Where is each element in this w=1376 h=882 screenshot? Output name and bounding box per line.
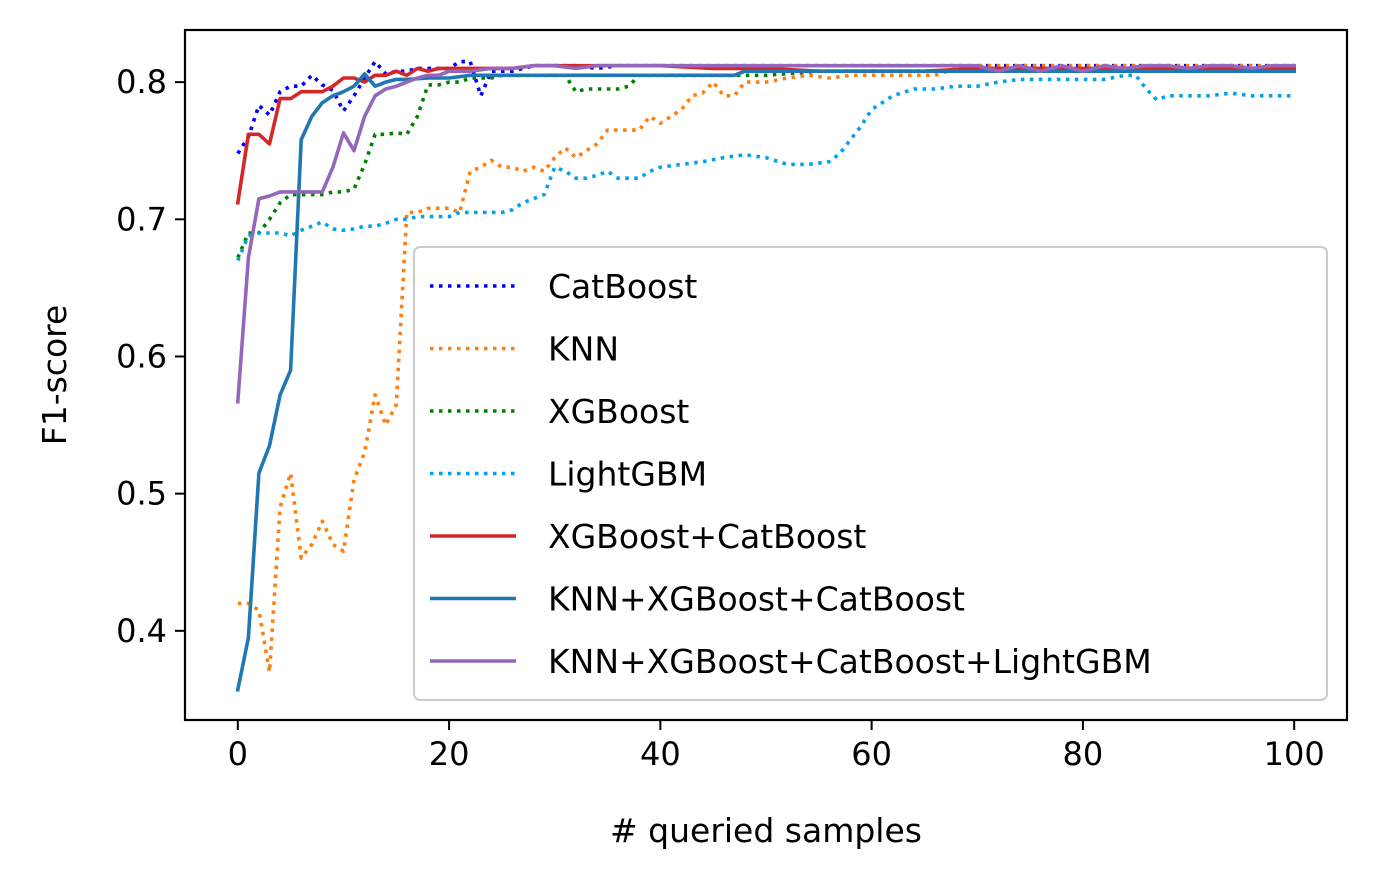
- x-tick-label: 40: [640, 735, 681, 773]
- y-axis-label: F1-score: [35, 305, 74, 446]
- y-tick-label: 0.5: [116, 475, 167, 513]
- series-line-knn-xgboost-catboost-lightgbm: [235, 63, 1296, 404]
- plot-area-frame: [183, 28, 1349, 722]
- legend-label: KNN+XGBoost+CatBoost: [548, 580, 965, 619]
- x-tick-label: 0: [228, 735, 248, 773]
- legend: CatBoost KNN XGBoost LightGBM XGBoost+CatBoo…: [413, 246, 1328, 701]
- x-tick-label: 80: [1063, 735, 1104, 773]
- x-axis: 0 20 40 60 80 100: [228, 720, 1325, 773]
- x-axis-label: # queried samples: [610, 811, 922, 850]
- legend-box: [413, 246, 1328, 701]
- y-tick-label: 0.6: [116, 337, 167, 375]
- legend-label: XGBoost+CatBoost: [548, 517, 866, 556]
- legend-label: LightGBM: [548, 455, 707, 494]
- x-tick-label: 100: [1264, 735, 1325, 773]
- legend-label: XGBoost: [548, 392, 689, 431]
- legend-label: CatBoost: [548, 267, 697, 306]
- series-line-lightgbm: [236, 73, 1295, 262]
- y-axis: 0.4 0.5 0.6 0.7 0.8: [116, 63, 185, 650]
- series-layer: [235, 59, 1296, 692]
- x-tick-label: 20: [429, 735, 470, 773]
- x-tick-label: 60: [851, 735, 892, 773]
- legend-label: KNN+XGBoost+CatBoost+LightGBM: [548, 642, 1152, 681]
- series-line-knn-xgboost-catboost: [235, 69, 1296, 692]
- y-tick-label: 0.8: [116, 63, 167, 101]
- y-tick-label: 0.7: [116, 200, 167, 238]
- series-line-knn: [237, 63, 1295, 674]
- series-line-xgboost: [236, 69, 1295, 259]
- y-tick-label: 0.4: [116, 612, 167, 650]
- legend-label: KNN: [548, 330, 619, 369]
